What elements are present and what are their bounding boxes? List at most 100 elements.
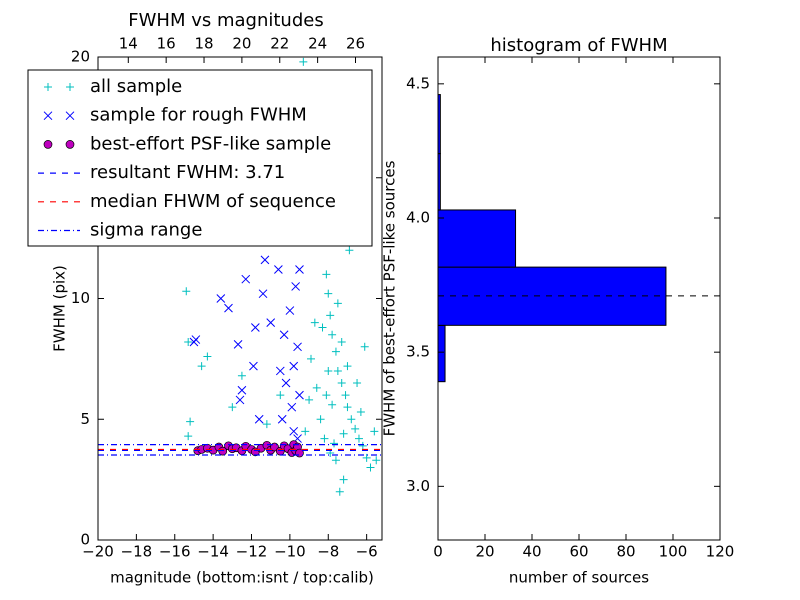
point bbox=[228, 403, 237, 412]
point bbox=[224, 303, 233, 313]
y-tick-label: 0 bbox=[80, 531, 90, 549]
x2-tick-label: 16 bbox=[157, 35, 176, 53]
point bbox=[305, 395, 314, 404]
point bbox=[291, 282, 301, 291]
point bbox=[328, 330, 337, 339]
point bbox=[322, 391, 331, 400]
y-tick-label: 20 bbox=[71, 48, 90, 66]
point bbox=[312, 383, 321, 392]
point bbox=[295, 390, 304, 400]
point bbox=[333, 366, 342, 375]
point bbox=[310, 318, 319, 327]
legend-box bbox=[27, 69, 373, 247]
point bbox=[337, 337, 346, 346]
x-tick-label: 80 bbox=[616, 543, 635, 561]
point bbox=[307, 354, 315, 363]
point bbox=[276, 391, 285, 400]
x2-tick-label: 22 bbox=[270, 35, 289, 53]
point bbox=[343, 362, 352, 371]
y-axis-label: FWHM of best-effort PSF-like sources bbox=[381, 160, 399, 436]
chart-title: histogram of FWHM bbox=[490, 35, 667, 56]
point bbox=[318, 323, 327, 332]
x-tick-label: −16 bbox=[159, 543, 191, 561]
x-axis-label: magnitude (bottom:isnt / top:calib) bbox=[110, 569, 374, 587]
legend-marker bbox=[65, 140, 75, 149]
point bbox=[366, 463, 375, 472]
point bbox=[335, 487, 344, 496]
x-tick-label: −14 bbox=[197, 543, 229, 561]
point bbox=[287, 402, 297, 412]
point bbox=[370, 427, 379, 436]
x-tick-label: 40 bbox=[522, 543, 541, 561]
point bbox=[337, 379, 346, 388]
point bbox=[293, 342, 302, 352]
y-tick-label: 10 bbox=[71, 289, 90, 307]
y-tick-label: 3.0 bbox=[406, 477, 430, 495]
y-axis-label: FWHM (pix) bbox=[51, 265, 69, 352]
point bbox=[343, 403, 352, 412]
point bbox=[182, 287, 191, 296]
point bbox=[331, 347, 340, 356]
point bbox=[324, 289, 333, 298]
point bbox=[372, 456, 381, 465]
chart-title: FWHM vs magnitudes bbox=[128, 10, 323, 31]
point bbox=[197, 362, 206, 371]
y-tick-label: 4.0 bbox=[406, 209, 430, 227]
legend-marker bbox=[44, 83, 52, 91]
point bbox=[249, 361, 258, 371]
x-tick-label: −12 bbox=[236, 543, 268, 561]
x-tick-label: 60 bbox=[569, 543, 588, 561]
point bbox=[316, 415, 325, 424]
point bbox=[279, 330, 289, 340]
bar bbox=[437, 209, 517, 268]
point bbox=[347, 415, 356, 424]
point bbox=[289, 426, 299, 436]
point bbox=[339, 475, 348, 484]
point bbox=[203, 352, 212, 361]
legend-text: sigma range bbox=[90, 220, 202, 241]
point bbox=[237, 371, 246, 380]
legend-text: sample for rough FWHM bbox=[90, 105, 307, 126]
point bbox=[235, 395, 245, 405]
point bbox=[324, 366, 333, 375]
legend-marker bbox=[43, 140, 53, 149]
legend-marker bbox=[43, 111, 53, 121]
y-tick-label: 3.5 bbox=[406, 343, 430, 361]
x-axis-label: number of sources bbox=[509, 569, 649, 587]
x-tick-label: −18 bbox=[121, 543, 153, 561]
point bbox=[354, 434, 363, 443]
point bbox=[326, 311, 335, 320]
point bbox=[260, 255, 270, 265]
point bbox=[275, 366, 285, 376]
x2-tick-label: 18 bbox=[194, 35, 213, 53]
point bbox=[281, 378, 291, 388]
point bbox=[333, 299, 342, 308]
point bbox=[262, 420, 271, 429]
point bbox=[184, 337, 193, 346]
point bbox=[360, 342, 369, 351]
x-tick-label: −8 bbox=[317, 543, 339, 561]
point bbox=[274, 265, 283, 274]
point bbox=[358, 441, 367, 450]
axes-frame bbox=[437, 56, 721, 541]
legend-text: best-effort PSF-like sample bbox=[90, 133, 331, 154]
point bbox=[320, 434, 329, 443]
point bbox=[322, 270, 331, 279]
point bbox=[351, 424, 360, 433]
point bbox=[362, 453, 371, 462]
x2-tick-label: 24 bbox=[308, 35, 327, 53]
point bbox=[184, 432, 193, 441]
legend-marker bbox=[65, 111, 75, 121]
point bbox=[191, 335, 201, 344]
point bbox=[353, 379, 362, 388]
point bbox=[328, 400, 337, 409]
point bbox=[330, 439, 339, 448]
y-tick-label: 4.5 bbox=[406, 74, 430, 92]
y-tick-label: 5 bbox=[80, 410, 90, 428]
x-tick-label: 100 bbox=[659, 543, 688, 561]
point bbox=[216, 294, 226, 303]
bar bbox=[437, 324, 446, 383]
x-tick-label: 20 bbox=[475, 543, 494, 561]
x2-tick-label: 26 bbox=[346, 35, 365, 53]
point bbox=[186, 417, 195, 426]
